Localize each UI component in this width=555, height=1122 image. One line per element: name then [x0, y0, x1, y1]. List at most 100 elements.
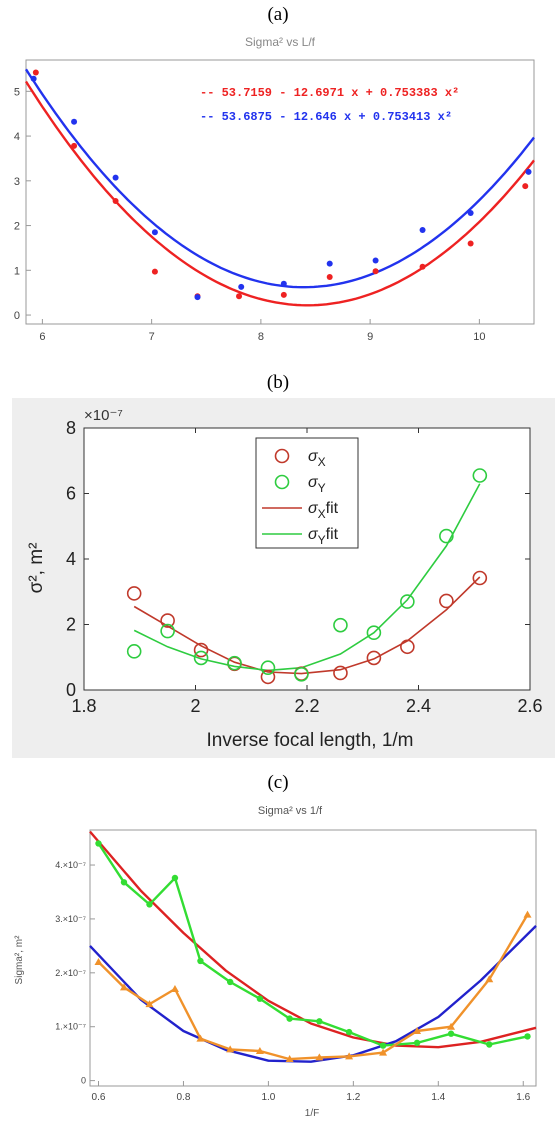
chart-c-point-1	[196, 1034, 205, 1042]
chart-c-point-0	[379, 1042, 387, 1049]
chart-a-fit-label-blue: -- 53.6875 - 12.646 x + 0.753413 x²	[200, 110, 452, 124]
chart-c-point-1	[170, 984, 179, 992]
chart-a-point-1	[372, 257, 379, 264]
chart-c-xtick-label: 1.6	[516, 1092, 530, 1103]
chart-b-point-0	[400, 639, 415, 655]
chart-a-point-1	[112, 174, 119, 181]
chart-a-frame	[25, 59, 535, 325]
chart-c-point-0	[286, 1015, 293, 1022]
chart-b-point-0	[126, 586, 142, 601]
chart-c-xtick-label: 1.0	[261, 1092, 275, 1103]
chart-b-legend-marker-1	[274, 474, 290, 490]
chart-c-point-0	[146, 901, 153, 908]
chart-b-ytick-label: 8	[66, 418, 76, 438]
panel-label-c: (c)	[267, 772, 289, 793]
chart-c-point-1	[345, 1052, 354, 1060]
chart-b-legend-label-1: σY	[308, 474, 326, 495]
chart-a-point-0	[326, 274, 333, 281]
chart-a-point-0	[151, 268, 158, 275]
chart-a-point-1	[467, 210, 474, 217]
chart-a-fit-curve-1	[24, 68, 535, 289]
chart-b-point-1	[160, 623, 175, 639]
chart-c-point-1	[119, 983, 128, 991]
chart-c-point-0	[256, 995, 264, 1002]
chart-a-point-1	[151, 229, 158, 236]
chart-b-legend-label-0: σX	[308, 448, 326, 469]
chart-c-point-0	[486, 1041, 493, 1048]
chart-b-point-1	[366, 625, 382, 640]
chart-a-ytick-label: 3	[14, 176, 20, 188]
chart-b-point-1	[294, 666, 309, 682]
chart-a-point-1	[238, 283, 245, 290]
chart-c-point-1	[145, 1000, 154, 1008]
chart-c-xtick-label: 0.8	[176, 1092, 190, 1103]
chart-b-ylabel: σ², m²	[26, 543, 47, 594]
chart-b-point-1	[400, 594, 415, 609]
chart-c-title: Sigma² vs 1/f	[258, 805, 323, 817]
chart-c-point-0	[197, 957, 204, 965]
chart-c-ytick-label: 1.×10⁻⁷	[55, 1022, 86, 1032]
chart-c-point-1	[226, 1045, 235, 1053]
chart-c-point-1	[285, 1055, 294, 1063]
chart-c-point-1	[523, 910, 532, 918]
chart-c-point-0	[345, 1028, 353, 1036]
chart-b-xlabel: Inverse focal length, 1/m	[207, 730, 414, 751]
chart-a-point-0	[71, 142, 78, 149]
chart-c-frame	[89, 829, 537, 1087]
chart-c: Sigma² vs 1/f 0.6 0.8 1.0 1.2 1.4 1.6 0 1.×10⁻⁷…	[14, 805, 537, 1119]
chart-c-xtick-label: 1.4	[431, 1092, 445, 1103]
chart-b-point-1	[260, 660, 276, 676]
chart-c-point-0	[171, 874, 179, 882]
chart-a-xtick-label: 9	[367, 331, 373, 340]
chart-b-point-1	[333, 617, 348, 633]
chart-a-ytick-label: 0	[14, 310, 20, 322]
chart-b-point-1	[439, 528, 454, 544]
chart-b-point-1	[126, 644, 142, 659]
chart-c-point-1	[94, 958, 103, 966]
chart-b-legend-label-3: σYfit	[308, 526, 339, 547]
chart-b-xtick-label: 2	[190, 696, 200, 716]
chart-c-ytick-label: 3.×10⁻⁷	[55, 914, 86, 924]
chart-c-fit-curve-2	[89, 830, 537, 1049]
chart-b-point-0	[472, 570, 488, 586]
chart-b-legend: σX σY σXfit σYfit	[255, 437, 359, 549]
chart-c-xlabel: 1/F	[305, 1108, 319, 1119]
panel-label-a: (a)	[267, 4, 289, 25]
chart-b-ytick-label: 2	[66, 615, 76, 635]
panel-label-b: (b)	[266, 372, 290, 393]
chart-c-point-0	[95, 840, 102, 847]
chart-c-point-0	[120, 879, 128, 886]
chart-a-point-1	[280, 280, 287, 287]
chart-b-ytick-label: 4	[66, 549, 76, 569]
chart-c-point-1	[413, 1027, 422, 1035]
chart-a-point-1	[419, 227, 426, 234]
chart-a-title: Sigma² vs L/f	[245, 35, 316, 49]
chart-a: Sigma² vs L/f 6 7 8 9 10 0 1 2 3 4 5 -- 53.7159 - …	[14, 35, 535, 340]
chart-b-ytick-label: 0	[66, 680, 76, 700]
chart-a-point-1	[326, 260, 333, 267]
chart-b-fit-curve-0	[133, 576, 481, 675]
chart-b-legend-label-2: σXfit	[308, 500, 339, 521]
chart-a-point-0	[112, 197, 119, 204]
chart-a-xtick-label: 10	[473, 331, 485, 340]
chart-b-xtick-label: 2.4	[406, 696, 431, 716]
chart-a-point-0	[467, 240, 474, 247]
chart-c-point-1	[315, 1053, 324, 1061]
chart-c-point-1	[485, 975, 494, 983]
chart-c-point-1	[447, 1022, 456, 1030]
chart-b-ytick-label: 6	[66, 484, 76, 504]
chart-b: ×10⁻⁷ 1.8 2 2.2 2.4 2.6 0 2 4 6 8 Inverse focal l…	[12, 398, 555, 758]
chart-b-multiplier: ×10⁻⁷	[84, 407, 123, 424]
chart-c-point-0	[226, 978, 234, 986]
chart-a-xtick-label: 7	[149, 331, 155, 340]
chart-a-fit-label-red: -- 53.7159 - 12.6971 x + 0.753383 x²	[200, 86, 459, 100]
chart-a-point-0	[280, 291, 287, 298]
chart-a-point-0	[372, 268, 379, 275]
chart-a-point-1	[30, 75, 37, 82]
chart-a-xtick-label: 8	[258, 331, 264, 340]
chart-a-point-1	[71, 118, 78, 125]
chart-c-point-1	[255, 1046, 264, 1054]
chart-c-ytick-label: 2.×10⁻⁷	[55, 968, 86, 978]
chart-c-point-1	[379, 1048, 388, 1056]
chart-c-ytick-label: 4.×10⁻⁷	[55, 860, 86, 870]
